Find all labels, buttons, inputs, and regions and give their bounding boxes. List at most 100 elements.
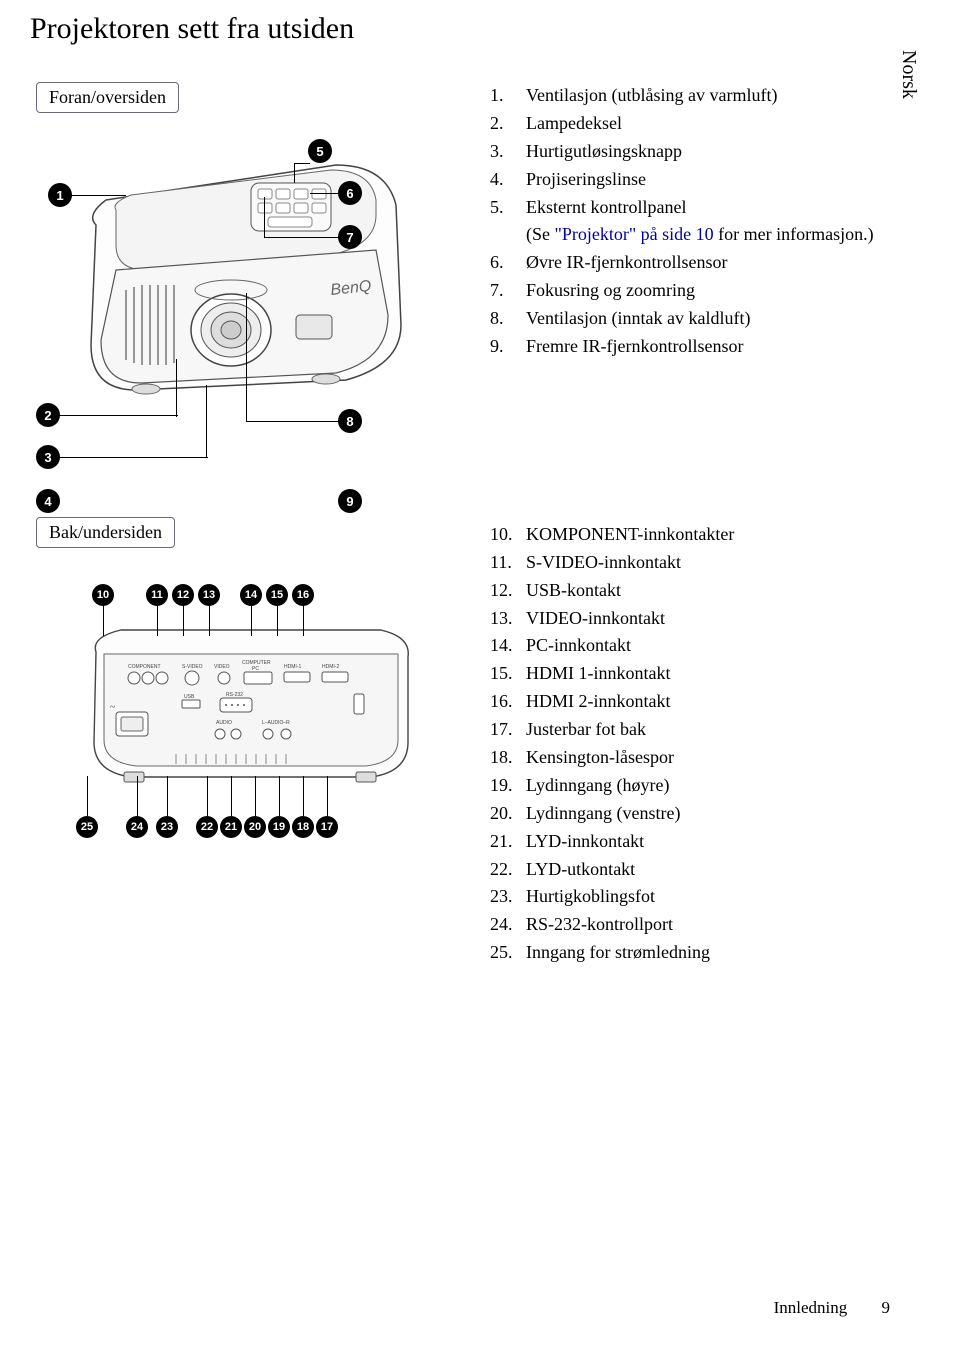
list-item-text: VIDEO-innkontakt [526, 605, 665, 633]
list-item-text: HDMI 2-innkontakt [526, 688, 670, 716]
callout-2: 2 [36, 403, 60, 427]
svg-text:PC: PC [252, 666, 259, 672]
list-item-text: Inngang for strømledning [526, 939, 710, 967]
list-item-text: HDMI 1-innkontakt [526, 660, 670, 688]
svg-text:AUDIO: AUDIO [216, 720, 232, 726]
parts-lists-column: 1.Ventilasjon (utblåsing av varmluft)2.L… [490, 82, 890, 967]
callout-14: 14 [240, 584, 262, 606]
list-item-number: 23. [490, 883, 526, 911]
list-item: (Se "Projektor" på side 10 for mer infor… [490, 221, 890, 249]
callout-4: 4 [36, 489, 60, 513]
callout-12: 12 [172, 584, 194, 606]
list-item: 24.RS-232-kontrollport [490, 911, 890, 939]
callout-1: 1 [48, 183, 72, 207]
list-item-text: Hurtigutløsingsknapp [526, 138, 682, 166]
callout-18: 18 [292, 816, 314, 838]
footer-page-number: 9 [882, 1298, 891, 1317]
rear-parts-list: 10.KOMPONENT-innkontakter11.S-VIDEO-innk… [490, 521, 890, 967]
svg-text:VIDEO: VIDEO [214, 664, 230, 670]
diagrams-column: Foran/oversiden [30, 82, 460, 967]
list-item-text: PC-innkontakt [526, 632, 631, 660]
list-item-number: 5. [490, 194, 526, 222]
list-item-text: LYD-innkontakt [526, 828, 644, 856]
rear-bottom-diagram: COMPONENT S-VIDEO VIDEO COMPUTER PC HDMI… [36, 564, 456, 864]
callout-16: 16 [292, 584, 314, 606]
svg-text:COMPONENT: COMPONENT [128, 664, 161, 670]
list-item-number: 13. [490, 605, 526, 633]
callout-11: 11 [146, 584, 168, 606]
list-item: 9.Fremre IR-fjernkontrollsensor [490, 333, 890, 361]
callout-25: 25 [76, 816, 98, 838]
list-item-number: 15. [490, 660, 526, 688]
cross-reference: "Projektor" på side 10 [555, 224, 714, 244]
list-item: 6.Øvre IR-fjernkontrollsensor [490, 249, 890, 277]
list-item: 19.Lydinngang (høyre) [490, 772, 890, 800]
page-title: Projektoren sett fra utsiden [30, 12, 890, 46]
list-item-number: 16. [490, 688, 526, 716]
list-item-extra: (Se "Projektor" på side 10 for mer infor… [526, 221, 874, 249]
list-item-number: 2. [490, 110, 526, 138]
list-item-text: Ventilasjon (utblåsing av varmluft) [526, 82, 777, 110]
list-item-number: 20. [490, 800, 526, 828]
list-item: 18.Kensington-låsespor [490, 744, 890, 772]
svg-text:~: ~ [110, 702, 116, 713]
svg-text:HDMI-2: HDMI-2 [322, 664, 339, 670]
front-parts-list: 1.Ventilasjon (utblåsing av varmluft)2.L… [490, 82, 890, 361]
page-footer: Innledning 9 [774, 1298, 890, 1318]
list-item-text: Lydinngang (venstre) [526, 800, 680, 828]
callout-23: 23 [156, 816, 178, 838]
list-item: 20.Lydinngang (venstre) [490, 800, 890, 828]
callout-22: 22 [196, 816, 218, 838]
list-item: 2.Lampedeksel [490, 110, 890, 138]
list-item-text: Øvre IR-fjernkontrollsensor [526, 249, 727, 277]
callout-7: 7 [338, 225, 362, 249]
list-item-number: 22. [490, 856, 526, 884]
list-item-text: Lydinngang (høyre) [526, 772, 669, 800]
callout-24: 24 [126, 816, 148, 838]
list-item: 14.PC-innkontakt [490, 632, 890, 660]
list-item: 15.HDMI 1-innkontakt [490, 660, 890, 688]
list-item-number: 9. [490, 333, 526, 361]
list-item-number: 8. [490, 305, 526, 333]
svg-text:L–AUDIO–R: L–AUDIO–R [262, 720, 290, 726]
list-item-text: LYD-utkontakt [526, 856, 635, 884]
list-item-number: 19. [490, 772, 526, 800]
list-item-number: 6. [490, 249, 526, 277]
callout-19: 19 [268, 816, 290, 838]
list-item-number: 24. [490, 911, 526, 939]
callout-6: 6 [338, 181, 362, 205]
list-item: 23.Hurtigkoblingsfot [490, 883, 890, 911]
list-item: 12.USB-kontakt [490, 577, 890, 605]
list-item-number: 4. [490, 166, 526, 194]
language-tab: Norsk [897, 50, 920, 99]
callout-20: 20 [244, 816, 266, 838]
list-item-number: 14. [490, 632, 526, 660]
list-item-number: 21. [490, 828, 526, 856]
svg-text:USB: USB [184, 694, 195, 700]
list-item: 1.Ventilasjon (utblåsing av varmluft) [490, 82, 890, 110]
list-item-number: 18. [490, 744, 526, 772]
list-item-number: 3. [490, 138, 526, 166]
list-item-number: 10. [490, 521, 526, 549]
footer-section: Innledning [774, 1298, 848, 1317]
svg-text:S-VIDEO: S-VIDEO [182, 664, 203, 670]
list-item-text: Kensington-låsespor [526, 744, 674, 772]
list-item: 21.LYD-innkontakt [490, 828, 890, 856]
list-item: 22.LYD-utkontakt [490, 856, 890, 884]
front-top-diagram: BenQ 123456789 [36, 125, 456, 485]
list-item: 3.Hurtigutløsingsknapp [490, 138, 890, 166]
list-item-text: RS-232-kontrollport [526, 911, 673, 939]
list-item: 17.Justerbar fot bak [490, 716, 890, 744]
list-item-text: Projiseringslinse [526, 166, 646, 194]
list-item-number: 12. [490, 577, 526, 605]
list-item: 8.Ventilasjon (inntak av kaldluft) [490, 305, 890, 333]
svg-text:HDMI-1: HDMI-1 [284, 664, 301, 670]
list-item-number: 17. [490, 716, 526, 744]
list-item: 13.VIDEO-innkontakt [490, 605, 890, 633]
callout-8: 8 [338, 409, 362, 433]
list-item: 16.HDMI 2-innkontakt [490, 688, 890, 716]
callout-5: 5 [308, 139, 332, 163]
callout-21: 21 [220, 816, 242, 838]
list-item: 11.S-VIDEO-innkontakt [490, 549, 890, 577]
list-item-text: Fremre IR-fjernkontrollsensor [526, 333, 743, 361]
